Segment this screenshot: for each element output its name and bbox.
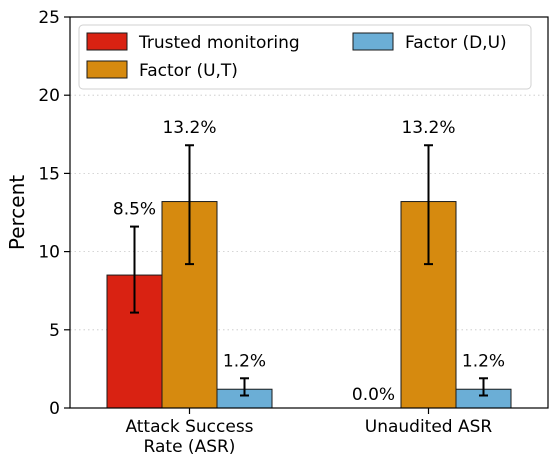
y-axis: 0 5 10 15 20 25 (38, 8, 70, 419)
x-tick-label: Unaudited ASR (365, 417, 493, 437)
grid-lines (70, 94, 548, 331)
y-axis-label: Percent (5, 175, 29, 250)
data-label: 13.2% (401, 118, 455, 138)
data-labels: 8.5% 13.2% 1.2% 0.0% 13.2% 1.2% (113, 118, 505, 405)
legend-label: Factor (U,T) (139, 61, 238, 81)
error-bars (130, 144, 488, 397)
y-tick-label: 15 (38, 164, 60, 184)
x-tick-label: Attack Success (125, 417, 253, 437)
data-label: 1.2% (462, 351, 505, 371)
y-tick-label: 20 (38, 86, 60, 106)
plot-frame (69, 16, 549, 409)
data-label: 13.2% (162, 118, 216, 138)
bars (106, 201, 512, 409)
y-tick-label: 10 (38, 243, 60, 263)
legend-swatch (352, 32, 394, 51)
y-tick-label: 5 (49, 321, 60, 341)
legend: Trusted monitoring Factor (U,T) Factor (D,… (78, 24, 532, 90)
y-tick-label: 0 (49, 399, 60, 419)
legend-swatch (86, 60, 128, 79)
legend-label: Factor (D,U) (405, 33, 507, 53)
legend-label: Trusted monitoring (138, 33, 300, 53)
data-label: 1.2% (223, 351, 266, 371)
y-tick-label: 25 (38, 8, 60, 28)
data-label: 0.0% (352, 385, 395, 405)
legend-box (78, 24, 532, 90)
data-label: 8.5% (113, 200, 156, 220)
legend-swatch (86, 32, 128, 51)
x-tick-label: Rate (ASR) (144, 437, 236, 457)
